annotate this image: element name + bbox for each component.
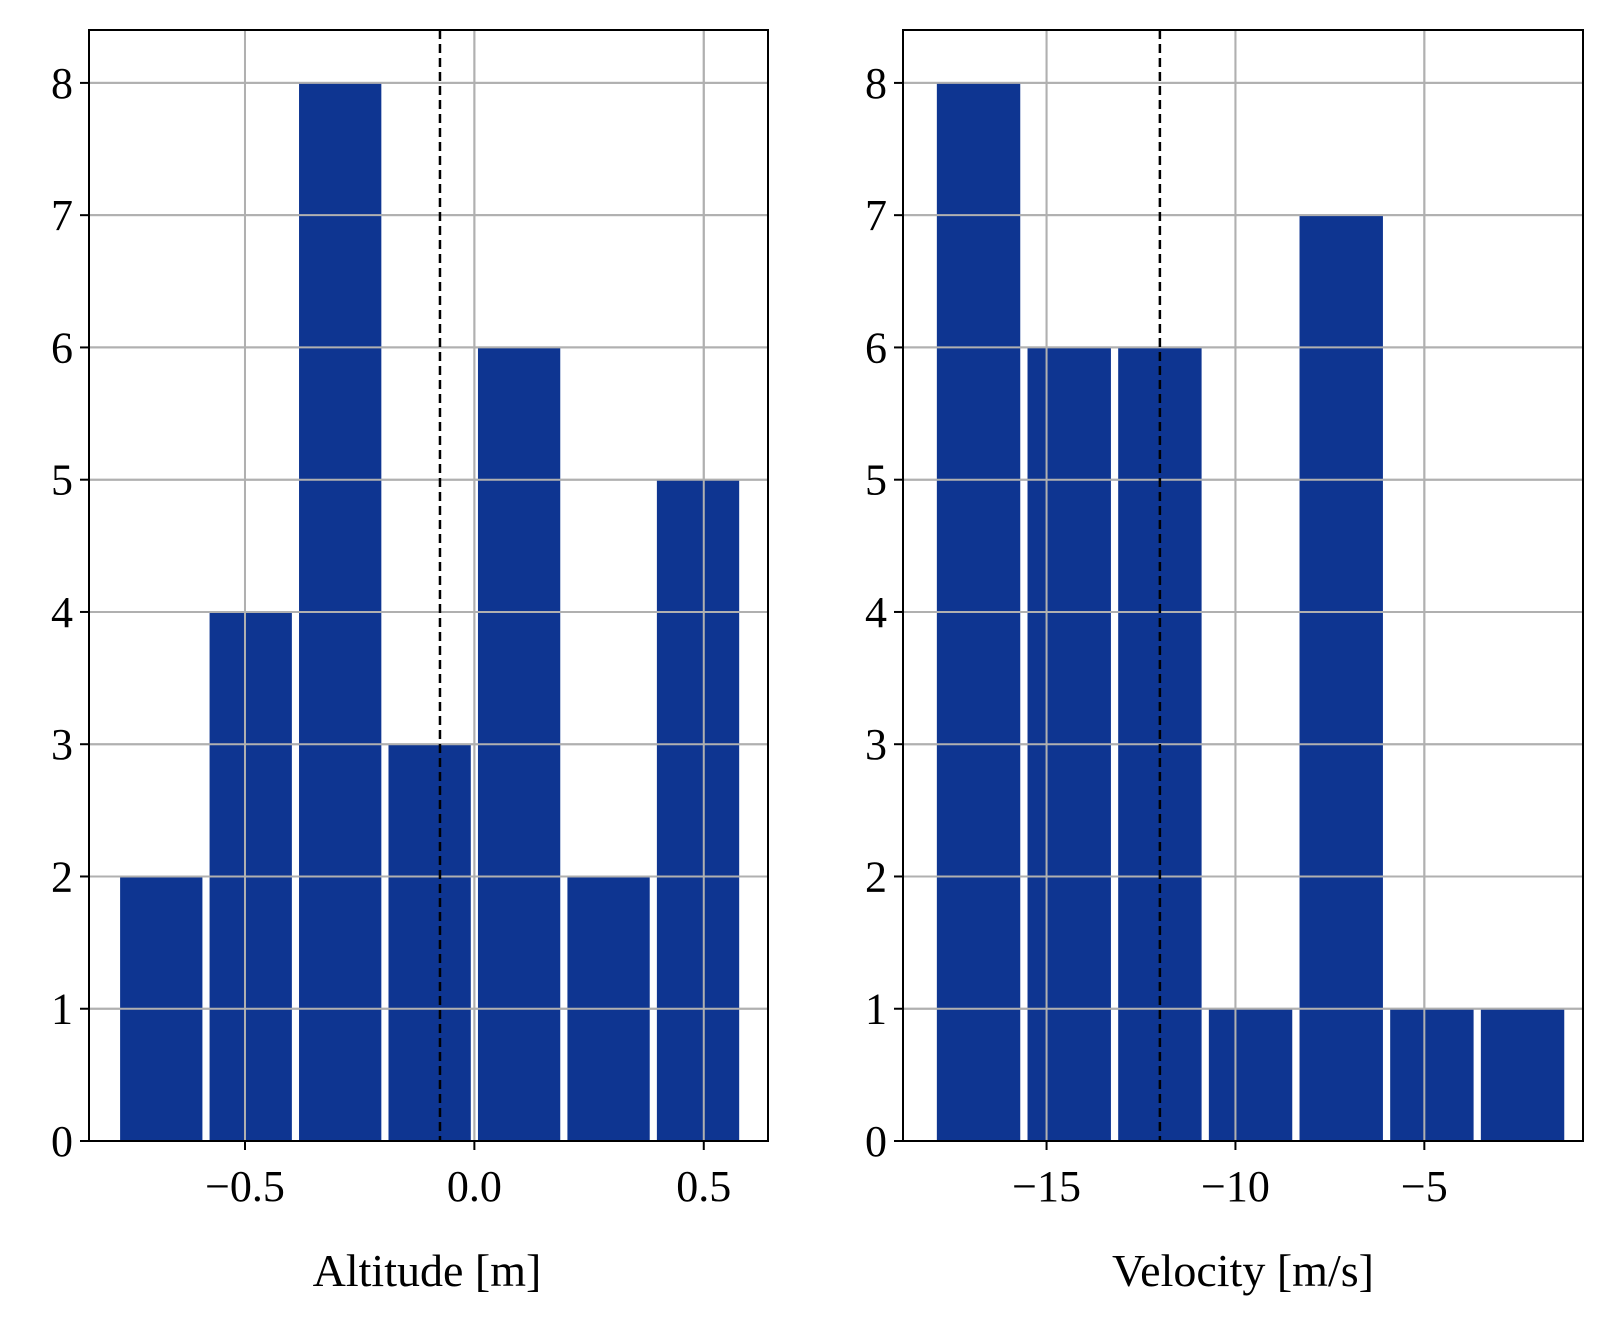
altitude-x-tick-label: 0.0 [447, 1162, 502, 1211]
velocity-y-tick-label: 2 [865, 852, 887, 901]
altitude-y-tick-label: 0 [51, 1117, 73, 1166]
altitude-y-tick-label: 5 [51, 456, 73, 505]
velocity-bar [1299, 215, 1383, 1141]
velocity-axes-frame [902, 29, 1584, 1142]
velocity-x-tick-label: −15 [1012, 1162, 1081, 1211]
altitude-y-tick-label: 4 [51, 588, 73, 637]
velocity-y-tick-label: 7 [865, 191, 887, 240]
altitude-y-tick-label: 6 [51, 323, 73, 372]
velocity-bar [1390, 1008, 1474, 1141]
velocity-x-tick-label: −10 [1201, 1162, 1270, 1211]
altitude-bar [388, 744, 471, 1141]
altitude-y-tick-label: 7 [51, 191, 73, 240]
velocity-y-tick-label: 5 [865, 456, 887, 505]
altitude-x-axis-label: Altitude [m] [313, 1245, 542, 1296]
velocity-bar [1480, 1008, 1565, 1141]
altitude-y-tick-label: 3 [51, 720, 73, 769]
altitude-y-tick-label: 2 [51, 852, 73, 901]
altitude-x-tick-label: 0.5 [676, 1162, 731, 1211]
altitude-bar [656, 479, 740, 1141]
altitude-y-tick-label: 8 [51, 59, 73, 108]
altitude-y-tick-label: 1 [51, 985, 73, 1034]
velocity-histogram-panel: 0 1 2 3 4 5 6 7 8 −15 −10 −5 [865, 29, 1584, 1211]
velocity-x-tick-label: −5 [1401, 1162, 1448, 1211]
altitude-histogram-panel: 0 1 2 3 4 5 6 7 8 −0.5 0.0 0.5 [51, 29, 769, 1211]
velocity-y-tick-label: 3 [865, 720, 887, 769]
velocity-y-tick-label: 1 [865, 985, 887, 1034]
velocity-x-axis-label: Velocity [m/s] [1112, 1245, 1374, 1296]
velocity-y-tick-label: 8 [865, 59, 887, 108]
velocity-bar [1208, 1008, 1293, 1141]
altitude-x-tick-label: −0.5 [205, 1162, 285, 1211]
altitude-axes-frame [88, 29, 769, 1142]
velocity-y-tick-label: 0 [865, 1117, 887, 1166]
velocity-y-tick-label: 4 [865, 588, 887, 637]
velocity-y-tick-label: 6 [865, 323, 887, 372]
